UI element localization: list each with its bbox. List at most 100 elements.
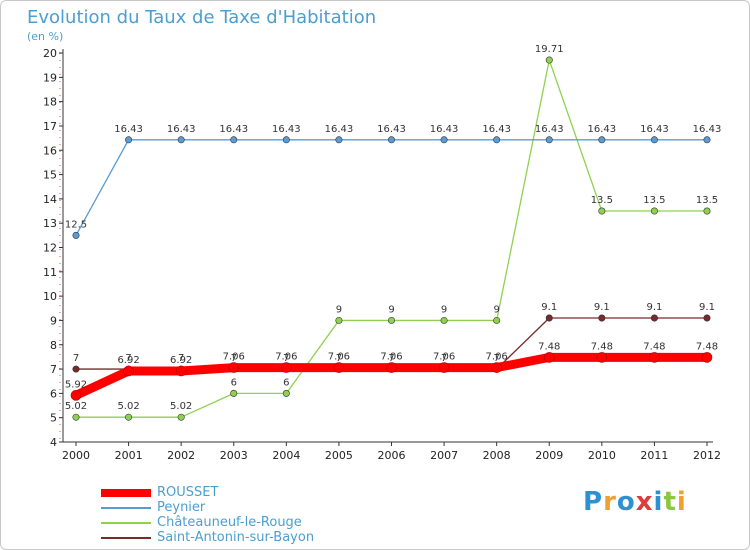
y-tick-label: 19 bbox=[43, 71, 57, 84]
x-tick-label: 2004 bbox=[272, 449, 300, 462]
data-point bbox=[125, 413, 133, 421]
unit-label: (en %) bbox=[27, 30, 64, 43]
data-label: 7.48 bbox=[538, 341, 560, 352]
data-label: 7.06 bbox=[380, 352, 402, 363]
data-point bbox=[281, 362, 292, 373]
data-label: 7 bbox=[178, 353, 184, 364]
logo-letter: r bbox=[603, 487, 617, 517]
y-tick-label: 15 bbox=[43, 169, 57, 182]
legend-swatch bbox=[101, 537, 151, 539]
x-tick-label: 2003 bbox=[220, 449, 248, 462]
chart-axes: 4 5 6 7 8 9 10 11 12 13 14 15 16 17 18 19 20 2000 2001 2002… bbox=[43, 47, 721, 462]
legend: ROUSSET Peynier Châteauneuf-le-Rouge Saint-… bbox=[101, 485, 361, 545]
data-point bbox=[598, 314, 606, 322]
logo-letter: i bbox=[676, 487, 687, 517]
data-point bbox=[72, 365, 80, 373]
data-label: 19.71 bbox=[535, 44, 564, 55]
data-point bbox=[230, 136, 238, 144]
data-label: 6 bbox=[231, 377, 237, 388]
data-point bbox=[123, 365, 134, 377]
data-label: 16.43 bbox=[640, 124, 669, 135]
data-point bbox=[703, 314, 711, 322]
data-point bbox=[596, 352, 608, 363]
data-point bbox=[701, 352, 713, 363]
data-point bbox=[230, 389, 238, 397]
data-label: 9.1 bbox=[541, 302, 557, 313]
data-label: 7.06 bbox=[486, 352, 508, 363]
y-tick-label: 6 bbox=[50, 387, 57, 400]
y-tick-label: 4 bbox=[50, 436, 57, 449]
data-point bbox=[543, 352, 555, 363]
data-point bbox=[175, 365, 187, 377]
logo-letter: x bbox=[635, 487, 654, 517]
y-tick-label: 13 bbox=[43, 217, 57, 230]
y-tick-label: 11 bbox=[43, 266, 57, 279]
data-point bbox=[387, 316, 395, 324]
proxiti-logo: Proxiti bbox=[583, 487, 687, 517]
logo-letter: i bbox=[653, 487, 664, 517]
data-point bbox=[70, 390, 82, 401]
data-point bbox=[282, 389, 290, 397]
data-label: 7.48 bbox=[696, 341, 718, 352]
data-label: 7.06 bbox=[328, 352, 350, 363]
x-tick-label: 2001 bbox=[115, 449, 143, 462]
y-tick-label: 17 bbox=[43, 120, 57, 133]
legend-item: Peynier bbox=[101, 500, 361, 515]
y-tick-label: 14 bbox=[43, 193, 57, 206]
data-label: 7 bbox=[493, 353, 499, 364]
data-point bbox=[703, 207, 711, 215]
data-label: 16.43 bbox=[167, 124, 196, 135]
y-tick-label: 9 bbox=[50, 314, 57, 327]
data-label: 5.02 bbox=[170, 401, 192, 412]
data-label: 7.48 bbox=[591, 341, 613, 352]
data-label: 16.43 bbox=[535, 124, 564, 135]
y-tick-label: 7 bbox=[50, 363, 57, 376]
legend-swatch bbox=[101, 489, 151, 497]
data-label: 16.43 bbox=[219, 124, 248, 135]
legend-swatch bbox=[101, 522, 151, 524]
data-label: 9 bbox=[336, 304, 342, 315]
x-tick-label: 2002 bbox=[167, 449, 195, 462]
x-tick-label: 2005 bbox=[325, 449, 353, 462]
data-point bbox=[177, 136, 185, 144]
data-point bbox=[177, 413, 185, 421]
data-point bbox=[72, 231, 80, 239]
data-label: 5.92 bbox=[65, 379, 87, 390]
data-label: 7.06 bbox=[223, 352, 245, 363]
series-markers bbox=[70, 56, 713, 421]
data-label: 5.02 bbox=[65, 401, 87, 412]
y-tick-label: 12 bbox=[43, 242, 57, 255]
data-point bbox=[703, 136, 711, 144]
data-label: 16.43 bbox=[430, 124, 459, 135]
data-point bbox=[335, 316, 343, 324]
data-label: 16.43 bbox=[114, 124, 143, 135]
data-label: 13.5 bbox=[643, 195, 665, 206]
data-label: 7 bbox=[73, 353, 79, 364]
data-label: 7.06 bbox=[275, 352, 297, 363]
data-label: 7 bbox=[283, 353, 289, 364]
y-tick-label: 20 bbox=[43, 47, 57, 60]
legend-label: Peynier bbox=[157, 500, 206, 515]
data-point bbox=[650, 136, 658, 144]
logo-letter: t bbox=[663, 487, 677, 517]
data-point bbox=[282, 136, 290, 144]
data-label: 13.5 bbox=[696, 195, 718, 206]
data-point bbox=[72, 413, 80, 421]
data-label: 6.92 bbox=[117, 355, 139, 366]
legend-item: Saint-Antonin-sur-Bayon bbox=[101, 530, 361, 545]
data-label: 16.43 bbox=[693, 124, 722, 135]
data-label: 16.43 bbox=[588, 124, 617, 135]
legend-item: Châteauneuf-le-Rouge bbox=[101, 515, 361, 530]
data-label: 12.5 bbox=[65, 219, 87, 230]
data-label: 9.1 bbox=[699, 302, 715, 313]
data-point bbox=[545, 314, 553, 322]
x-tick-label: 2012 bbox=[693, 449, 721, 462]
data-point bbox=[491, 362, 502, 373]
data-label: 7 bbox=[336, 353, 342, 364]
x-tick-label: 2011 bbox=[640, 449, 668, 462]
data-point bbox=[545, 56, 553, 64]
data-label: 5.02 bbox=[117, 401, 139, 412]
x-tick-label: 2007 bbox=[430, 449, 458, 462]
data-label: 9 bbox=[441, 304, 447, 315]
data-label: 7.06 bbox=[433, 352, 455, 363]
